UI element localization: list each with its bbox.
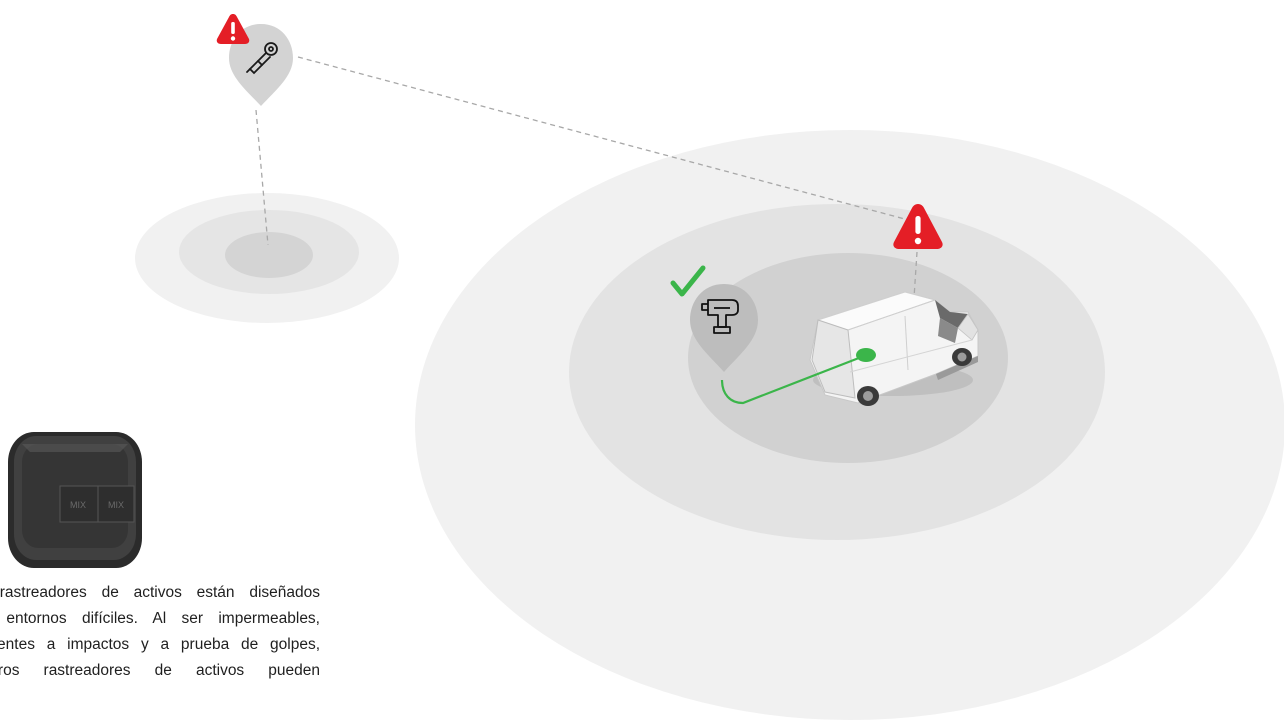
connector-lines bbox=[255, 56, 918, 299]
description-line: nuestros rastreadores de activos pueden bbox=[0, 662, 320, 679]
remote-geofence bbox=[135, 193, 399, 323]
grinder-to-van-connector bbox=[297, 56, 917, 223]
grinder-pin[interactable] bbox=[229, 24, 293, 106]
drill-to-van-link bbox=[720, 354, 865, 405]
drill-pin[interactable] bbox=[690, 284, 876, 405]
checkmark-icon bbox=[670, 265, 706, 297]
description-text: Los rastreadores de activos están diseña… bbox=[0, 580, 320, 684]
device-engraving-left: MIX bbox=[70, 500, 86, 510]
device-engraving-right: MIX bbox=[108, 500, 124, 510]
van-geofence bbox=[415, 130, 1284, 720]
description-line: para entornos difíciles. Al ser impermea… bbox=[0, 610, 320, 627]
van-tracker-dot bbox=[856, 348, 876, 362]
description-line: Los rastreadores de activos están diseña… bbox=[0, 584, 320, 601]
grinder-to-zone-connector bbox=[255, 109, 269, 246]
power-drill-icon bbox=[701, 299, 739, 334]
description-line: resistentes a impactos y a prueba de gol… bbox=[0, 636, 320, 653]
remote-zone-inner bbox=[225, 232, 313, 278]
warning-triangle-icon bbox=[216, 14, 250, 44]
delivery-van bbox=[809, 291, 979, 406]
van-warning-triangle-icon bbox=[893, 204, 943, 249]
drill-pin-marker bbox=[690, 284, 758, 372]
alert-to-van-connector bbox=[913, 251, 918, 299]
angle-grinder-icon bbox=[246, 42, 278, 75]
asset-tracker-device: MIX MIX bbox=[8, 432, 142, 568]
